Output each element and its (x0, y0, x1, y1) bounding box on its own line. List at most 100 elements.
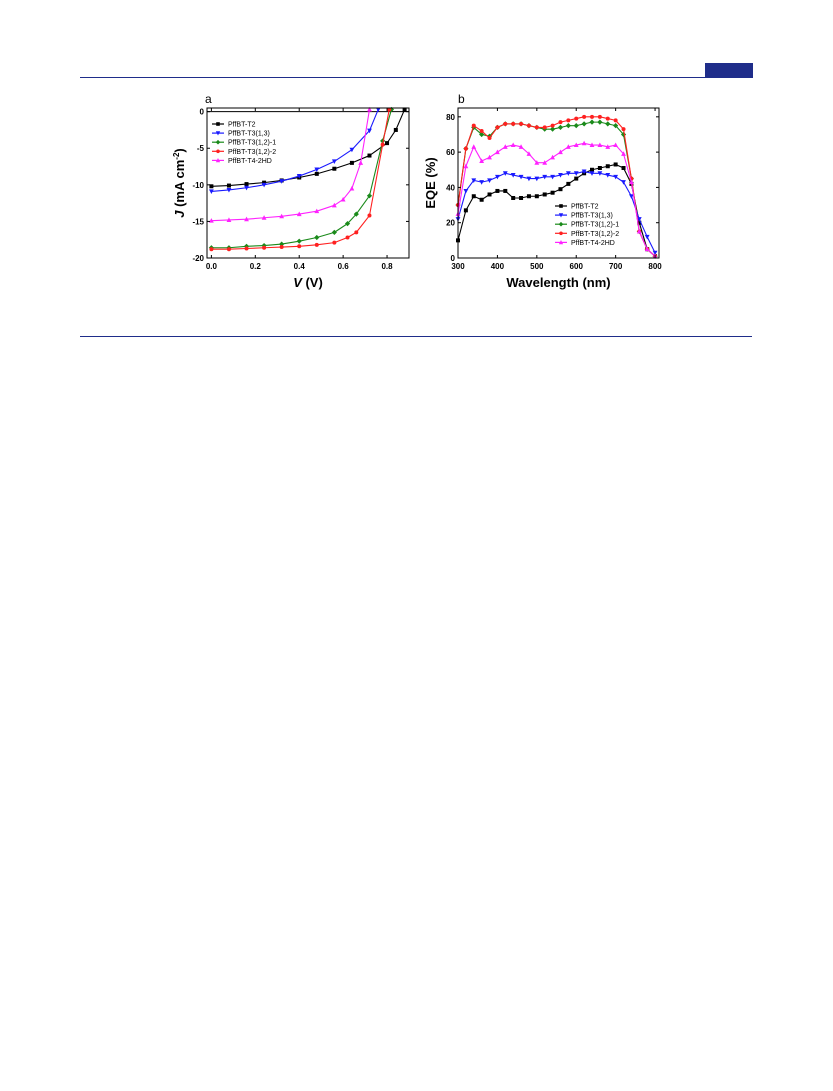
x-tick-label: 0.4 (294, 262, 306, 271)
data-point (279, 213, 285, 219)
data-point (621, 180, 626, 185)
data-point (262, 180, 267, 185)
data-point (597, 171, 603, 176)
data-point (380, 142, 385, 147)
data-point (590, 114, 594, 119)
data-point (226, 247, 231, 252)
data-point (367, 106, 372, 112)
data-point (526, 123, 531, 128)
data-point (573, 142, 579, 148)
data-point (542, 192, 547, 197)
data-point (463, 188, 469, 194)
data-point (261, 215, 267, 220)
data-point (566, 181, 571, 186)
data-point (332, 240, 337, 245)
data-point (565, 123, 571, 129)
data-point (208, 218, 214, 223)
data-point (226, 217, 232, 222)
data-point (244, 182, 249, 187)
legend-label: PffBT-T3(1,3) (571, 213, 613, 220)
data-point (597, 142, 603, 148)
data-point (297, 244, 302, 249)
data-point (542, 174, 548, 180)
y-tick-label: 0 (200, 108, 205, 117)
data-point (367, 213, 372, 218)
data-point (510, 173, 516, 178)
data-point (621, 166, 626, 170)
data-point (581, 169, 587, 175)
data-point (209, 247, 214, 252)
data-point (385, 141, 390, 146)
data-point (208, 189, 214, 195)
data-point (502, 171, 508, 176)
data-point (471, 123, 476, 128)
data-point (314, 234, 320, 241)
data-point (637, 220, 642, 225)
y-tick-label: 60 (446, 148, 455, 157)
data-point (565, 144, 571, 149)
data-point (629, 194, 634, 199)
chart-panel-a: a 0.0 0.2 0.4 0.6 0.8 0 -5 -10 -15 -20 V (V) J (mA c… (172, 92, 410, 290)
data-point (244, 185, 249, 191)
legend-label: PffBT-T2 (571, 204, 599, 211)
legend-swatch-marker (559, 204, 563, 208)
data-point (332, 166, 337, 171)
data-point (613, 162, 618, 167)
data-point (518, 144, 524, 149)
data-point (542, 160, 548, 165)
data-point (349, 185, 355, 191)
y-tick-label: -10 (192, 181, 204, 190)
data-point (526, 151, 532, 156)
data-point (296, 211, 302, 217)
panel-label: a (205, 92, 212, 106)
data-point (209, 184, 214, 189)
data-point (487, 192, 492, 197)
legend-label: PffBT-T3(1,2)-2 (228, 149, 276, 156)
data-point (479, 158, 485, 163)
data-point (550, 154, 555, 160)
plot-frame (206, 107, 410, 259)
data-point (581, 121, 587, 127)
legend-swatch-marker (216, 149, 220, 154)
data-point (511, 121, 516, 126)
legend-label: PffBT-T3(1,2)-2 (571, 231, 619, 238)
series-line (457, 170, 656, 253)
data-point (597, 114, 602, 119)
data-point (550, 123, 555, 128)
data-point (574, 176, 579, 181)
data-point (495, 149, 500, 155)
data-point (582, 114, 587, 119)
y-axis-label: J (mA cm-2) (172, 148, 187, 218)
data-point (479, 128, 484, 133)
x-tick-label: 800 (648, 262, 662, 271)
legend-label: PffBT-T4-2HD (571, 240, 615, 247)
series-4 (208, 106, 372, 223)
data-point (519, 196, 524, 200)
data-point (331, 159, 337, 165)
data-point (565, 171, 571, 176)
data-point (557, 124, 564, 131)
legend-swatch-marker (215, 131, 221, 136)
data-point (605, 164, 610, 169)
data-point (479, 197, 484, 202)
data-point (471, 194, 476, 199)
legend-item: PffBT-T3(1,2)-1 (555, 222, 619, 229)
series-line (457, 142, 656, 257)
legend-swatch-marker (215, 158, 221, 163)
data-point (534, 176, 540, 182)
data-point (495, 125, 500, 130)
legend-swatch-marker (558, 240, 564, 245)
data-point (344, 221, 351, 227)
data-point (353, 211, 359, 217)
series-line (457, 121, 656, 257)
data-point (510, 142, 516, 148)
x-tick-label: 0.0 (206, 262, 218, 271)
data-point (471, 178, 477, 183)
data-point (479, 180, 485, 185)
data-point (574, 116, 579, 121)
data-point (542, 125, 547, 130)
series-0 (456, 162, 658, 259)
data-point (573, 123, 579, 129)
data-point (262, 245, 267, 250)
data-point (503, 121, 508, 126)
